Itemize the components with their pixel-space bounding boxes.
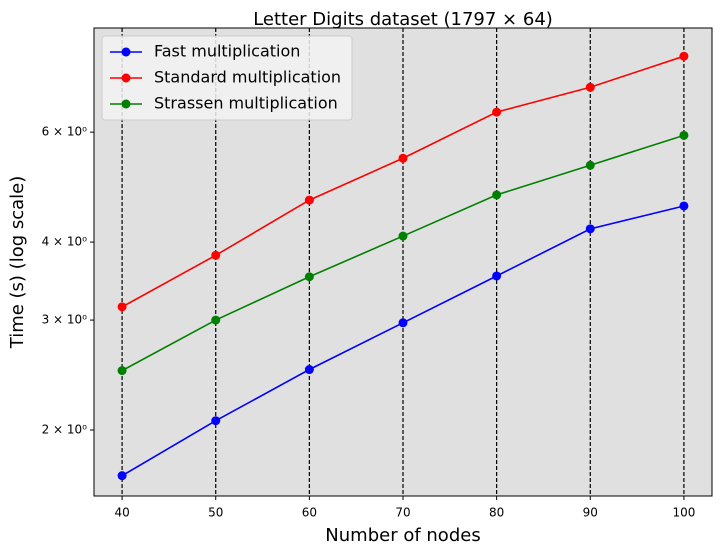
x-tick-label: 70	[395, 506, 410, 520]
axes: 40 50 60 70 80 90 100 2 × 10⁰ 3 × 10⁰ 4 × 10⁰ 6 × …	[42, 125, 696, 520]
data-point	[304, 195, 314, 205]
data-point	[117, 471, 127, 481]
data-point	[492, 107, 502, 117]
data-point	[679, 201, 689, 211]
y-tick-label: 6 × 10⁰	[42, 125, 88, 139]
x-axis-label: Number of nodes	[325, 525, 480, 546]
legend-marker	[121, 47, 131, 57]
y-tick-label: 2 × 10⁰	[42, 423, 88, 437]
legend-label: Standard multiplication	[154, 68, 341, 87]
data-point	[117, 302, 127, 312]
x-tick-label: 50	[208, 506, 223, 520]
data-point	[585, 82, 595, 92]
y-tick-label: 4 × 10⁰	[42, 235, 88, 249]
data-point	[492, 271, 502, 281]
data-point	[679, 51, 689, 61]
legend-label: Strassen multiplication	[154, 94, 338, 113]
data-point	[585, 160, 595, 170]
chart-title: Letter Digits dataset (1797 × 64)	[253, 9, 553, 30]
legend: Fast multiplication Standard multiplicati…	[101, 35, 353, 121]
data-point	[492, 190, 502, 200]
legend-box	[101, 35, 353, 121]
y-axis-label: Time (s) (log scale)	[7, 176, 28, 350]
data-point	[679, 130, 689, 140]
data-point	[304, 365, 314, 375]
legend-marker	[121, 73, 131, 83]
x-tick-label: 100	[672, 506, 695, 520]
data-point	[585, 224, 595, 234]
data-point	[117, 366, 127, 376]
x-tick-label: 40	[114, 506, 129, 520]
data-point	[211, 315, 221, 325]
data-point	[398, 153, 408, 163]
data-point	[398, 231, 408, 241]
data-point	[211, 250, 221, 260]
x-tick-label: 90	[583, 506, 598, 520]
data-point	[211, 416, 221, 426]
legend-label: Fast multiplication	[154, 42, 300, 61]
series	[117, 51, 689, 481]
x-tick-label: 80	[489, 506, 504, 520]
legend-marker	[121, 99, 131, 109]
y-tick-label: 3 × 10⁰	[42, 313, 88, 327]
data-point	[398, 318, 408, 328]
x-tick-label: 60	[302, 506, 317, 520]
data-point	[304, 272, 314, 282]
